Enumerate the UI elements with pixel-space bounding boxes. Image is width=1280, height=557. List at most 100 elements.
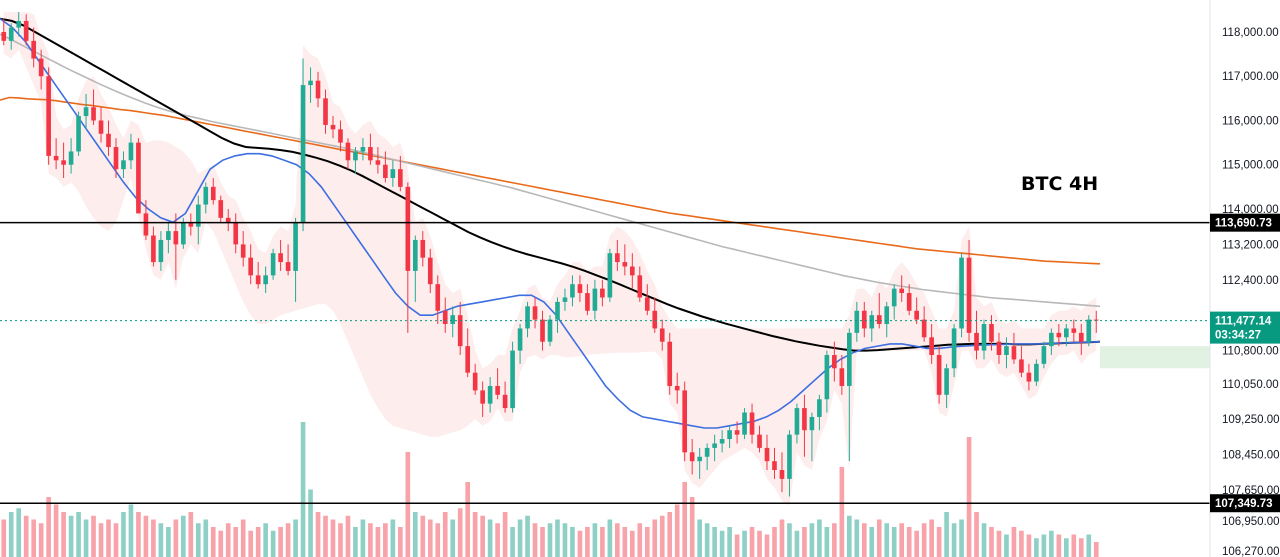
- volume-bar: [472, 512, 478, 557]
- price-tick-label: 114,000.00: [1222, 204, 1279, 216]
- volume-bar: [734, 534, 740, 557]
- volume-bar: [869, 527, 875, 557]
- price-tick-label: 108,450.00: [1222, 450, 1280, 462]
- candle-body: [136, 142, 141, 214]
- price-tick-label: 113,200.00: [1222, 239, 1279, 251]
- volume-bar: [1034, 538, 1039, 557]
- candle-body: [936, 354, 942, 395]
- candle-body: [585, 293, 590, 311]
- candle-body: [31, 40, 36, 59]
- candle-body: [652, 310, 658, 329]
- candle-body: [622, 262, 628, 267]
- candle-body: [143, 213, 149, 236]
- volume-bar: [817, 519, 822, 557]
- volume-bar: [764, 534, 770, 557]
- volume-bar: [106, 519, 111, 557]
- volume-bar: [966, 437, 972, 557]
- volume-bar: [959, 519, 964, 557]
- candle-body: [495, 385, 500, 395]
- volume-bar: [996, 530, 1002, 557]
- candle-body: [974, 332, 979, 351]
- price-axis[interactable]: 118,000.00 117,000.00 116,000.00 115,000.00…: [1222, 27, 1280, 557]
- volume-bar: [427, 519, 433, 557]
- chart-title: BTC 4H: [1021, 173, 1098, 195]
- volume-bar: [779, 519, 785, 557]
- moving-averages: [0, 17, 1101, 429]
- candle-body: [1026, 372, 1032, 382]
- candle-body: [8, 27, 14, 41]
- volume-bar: [951, 523, 957, 557]
- candle-body: [899, 288, 905, 294]
- volume-bar: [46, 497, 51, 557]
- candle-body: [794, 408, 800, 435]
- candle-body: [83, 107, 89, 117]
- volume-bar: [839, 467, 845, 557]
- candle-body: [181, 222, 186, 245]
- candle-body: [659, 328, 665, 342]
- candle-body: [532, 306, 538, 320]
- candle-body: [113, 147, 119, 170]
- candle-body: [1019, 359, 1024, 373]
- candle-body: [188, 222, 194, 227]
- volume-bar: [697, 519, 702, 557]
- candle-body: [779, 470, 785, 479]
- volume-bar: [592, 523, 598, 557]
- volume-bar: [278, 527, 283, 557]
- candle-body: [817, 399, 822, 417]
- candle-body: [697, 456, 702, 462]
- volume-bar: [802, 527, 807, 557]
- volume-bar: [315, 512, 321, 557]
- volume-bar: [974, 512, 979, 557]
- volume-bar: [749, 527, 755, 557]
- candle-body: [270, 253, 276, 276]
- volume-bar: [1064, 538, 1069, 557]
- candle-body: [547, 319, 553, 342]
- volume-bar: [136, 512, 141, 557]
- volume-bar: [944, 512, 949, 557]
- candle-body: [682, 390, 688, 453]
- volume-bar: [570, 527, 575, 557]
- candle-body: [61, 160, 66, 165]
- candle-body: [285, 262, 291, 271]
- volume-bar: [607, 519, 613, 557]
- candle-body: [989, 324, 994, 342]
- volume-bar: [383, 523, 388, 557]
- candle-body: [203, 186, 209, 205]
- last-price-label: 111,477.14: [1215, 316, 1272, 328]
- volume-bar: [1026, 534, 1032, 557]
- volume-bar: [323, 515, 328, 557]
- candle-body: [383, 164, 388, 179]
- candle-body: [248, 257, 253, 276]
- candle-body: [847, 332, 852, 386]
- volume-bar: [390, 519, 396, 557]
- price-tick-label: 107,650.00: [1222, 485, 1280, 497]
- volume-bar: [338, 523, 343, 557]
- candle-body: [906, 293, 912, 311]
- candle-body: [195, 204, 201, 227]
- candle-body: [742, 412, 747, 435]
- volume-bar: [158, 523, 164, 557]
- candle-body: [510, 350, 515, 409]
- volume-bar: [61, 512, 66, 557]
- candle-body: [158, 239, 164, 263]
- candle-body: [225, 217, 231, 223]
- candle-body: [450, 315, 456, 325]
- volume-bar: [263, 523, 268, 557]
- candle-body: [53, 155, 59, 161]
- candle-body: [600, 288, 605, 298]
- candle-body: [921, 319, 927, 338]
- volume-bar: [240, 519, 246, 557]
- volume-bar: [794, 530, 800, 557]
- volume-bar: [181, 515, 186, 557]
- candle-body: [861, 310, 867, 329]
- candle-body: [824, 354, 830, 400]
- volume-bar: [861, 523, 867, 557]
- price-tick-label: 110,800.00: [1222, 346, 1279, 358]
- volume-bar: [188, 512, 194, 557]
- candle-body: [1004, 346, 1009, 355]
- candle-body: [1034, 363, 1039, 382]
- candle-body: [412, 239, 418, 271]
- candle-body: [98, 120, 104, 134]
- volume-bar: [1011, 527, 1017, 557]
